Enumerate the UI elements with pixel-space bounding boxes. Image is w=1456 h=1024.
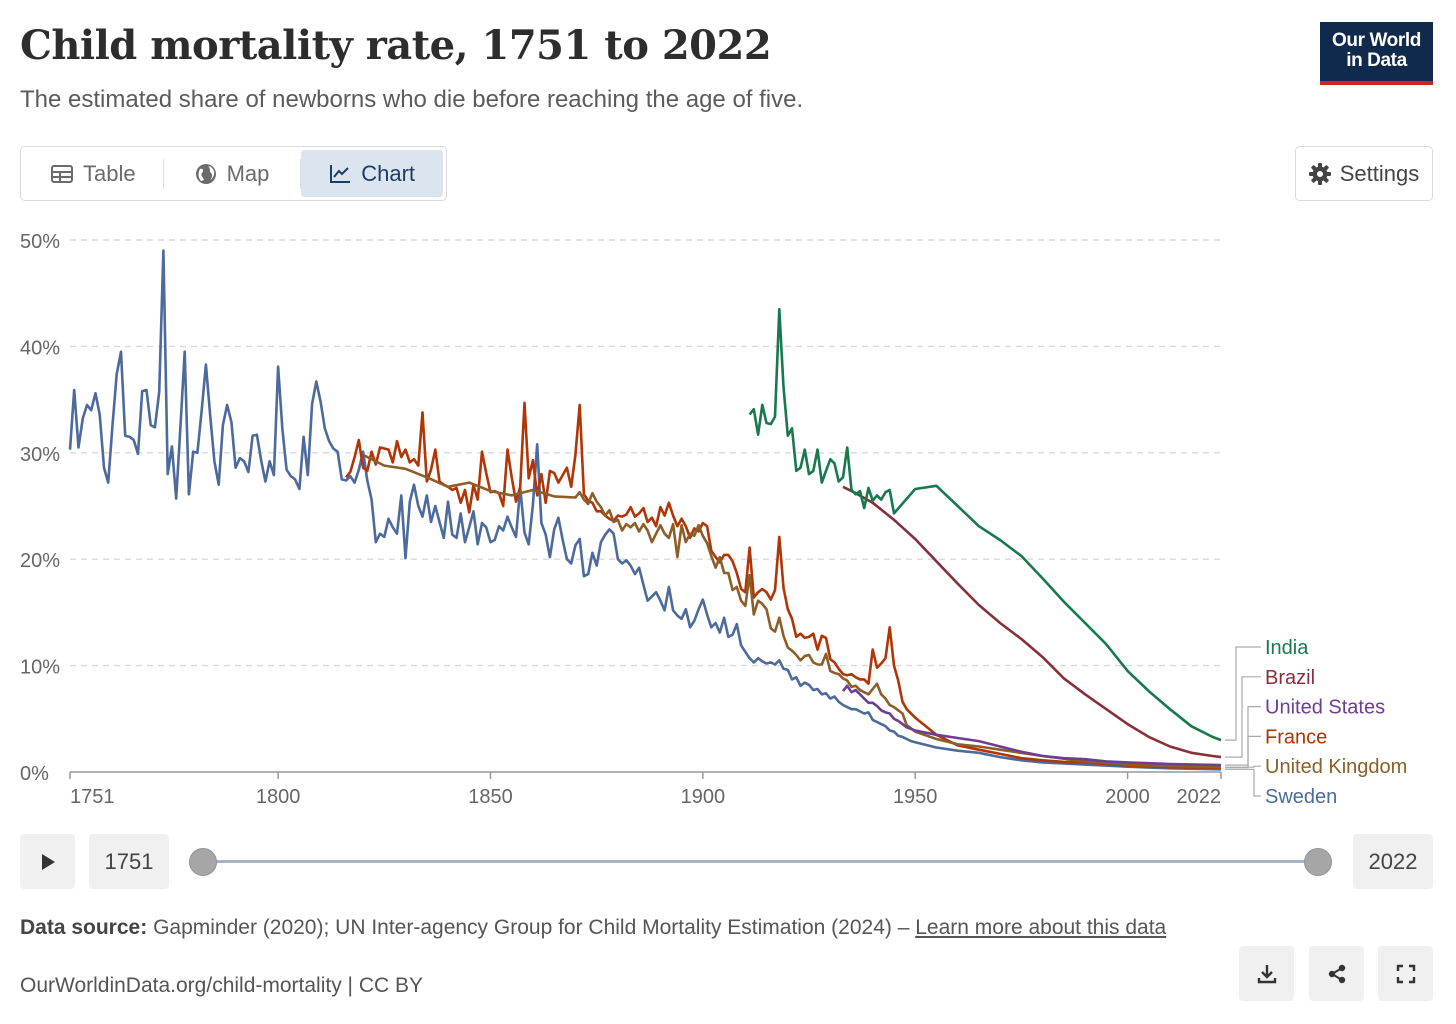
logo-line-2: in Data <box>1346 50 1407 71</box>
x-tick-label: 1850 <box>468 786 513 808</box>
series-label-united-states: United States <box>1265 697 1385 719</box>
chart-title: Child mortality rate, 1751 to 2022 <box>20 22 772 69</box>
data-source-label: Data source: <box>20 916 148 939</box>
tab-map[interactable]: Map <box>164 150 301 197</box>
tab-divider <box>300 158 302 189</box>
tab-table-label: Table <box>83 160 136 186</box>
label-leader-line <box>1225 646 1261 741</box>
start-year-label[interactable]: 1751 <box>89 834 169 889</box>
line-chart: 0% 10% 20% 30% 40% 50% 1751 1800 1850 1900 1950 200… <box>20 231 1407 808</box>
x-tick-label: 2000 <box>1105 786 1150 808</box>
share-icon <box>1326 963 1348 985</box>
y-tick-label: 0% <box>20 763 49 785</box>
series-lines <box>68 249 1222 771</box>
x-tick-label: 1900 <box>681 786 726 808</box>
play-icon <box>40 853 56 871</box>
series-line-india <box>748 307 1222 742</box>
series-label-united-kingdom: United Kingdom <box>1265 756 1407 778</box>
view-tabs: Table Map Chart <box>20 146 447 201</box>
y-tick-label: 20% <box>20 550 60 572</box>
line-chart-icon <box>329 164 351 184</box>
table-icon <box>51 164 74 183</box>
label-leader-line <box>1225 768 1261 797</box>
settings-label: Settings <box>1339 160 1420 186</box>
tab-chart[interactable]: Chart <box>301 150 443 197</box>
x-tick-label: 1800 <box>256 786 301 808</box>
tab-map-label: Map <box>226 160 270 186</box>
series-line-sweden <box>68 249 1222 771</box>
end-year-handle[interactable] <box>1304 848 1332 876</box>
gridlines <box>70 239 1221 667</box>
logo-line-1: Our World <box>1332 30 1421 51</box>
y-tick-label: 10% <box>20 657 60 679</box>
timeline: 1751 2022 <box>0 830 1456 890</box>
globe-icon <box>195 163 217 185</box>
tab-table[interactable]: Table <box>24 150 163 197</box>
axes: 0% 10% 20% 30% 40% 50% 1751 1800 1850 1900 1950 200… <box>20 231 1222 808</box>
tab-chart-label: Chart <box>361 160 416 186</box>
x-tick-label: 2022 <box>1177 786 1222 808</box>
settings-button[interactable]: Settings <box>1295 146 1433 201</box>
fullscreen-button[interactable] <box>1378 946 1433 1001</box>
series-label-sweden: Sweden <box>1265 786 1337 808</box>
data-source: Data source: Gapminder (2020); UN Inter-… <box>20 914 1200 941</box>
play-button[interactable] <box>20 834 75 889</box>
series-labels: India Brazil United States France United Kin… <box>1225 637 1407 808</box>
series-line-france <box>345 401 1222 769</box>
owid-logo[interactable]: Our World in Data <box>1320 22 1433 85</box>
label-leader-line <box>1225 765 1261 768</box>
timeline-track[interactable] <box>203 860 1318 863</box>
series-line-united-states <box>841 684 1222 767</box>
share-button[interactable] <box>1309 946 1364 1001</box>
x-tick-label: 1950 <box>893 786 938 808</box>
learn-more-link[interactable]: Learn more about this data <box>915 916 1167 939</box>
series-line-brazil <box>842 485 1222 759</box>
download-button[interactable] <box>1239 946 1294 1001</box>
label-leader-line <box>1225 676 1261 758</box>
y-tick-label: 50% <box>20 231 60 253</box>
tab-divider <box>162 158 164 189</box>
start-year-handle[interactable] <box>189 848 217 876</box>
end-year-label[interactable]: 2022 <box>1353 834 1433 889</box>
series-label-brazil: Brazil <box>1265 667 1315 689</box>
chart-subtitle: The estimated share of newborns who die … <box>20 86 804 113</box>
x-tick-label: 1751 <box>70 786 115 808</box>
fullscreen-icon <box>1396 964 1416 984</box>
series-label-india: India <box>1265 637 1309 659</box>
download-icon <box>1256 963 1278 985</box>
series-label-france: France <box>1265 726 1327 748</box>
y-tick-label: 40% <box>20 337 60 359</box>
y-tick-label: 30% <box>20 444 60 466</box>
data-source-text: Gapminder (2020); UN Inter-agency Group … <box>153 916 910 939</box>
series-line-united-kingdom <box>362 453 1222 769</box>
label-leader-line <box>1225 735 1261 769</box>
chart-url[interactable]: OurWorldinData.org/child-mortality | CC … <box>20 974 424 997</box>
gear-icon <box>1308 162 1331 185</box>
